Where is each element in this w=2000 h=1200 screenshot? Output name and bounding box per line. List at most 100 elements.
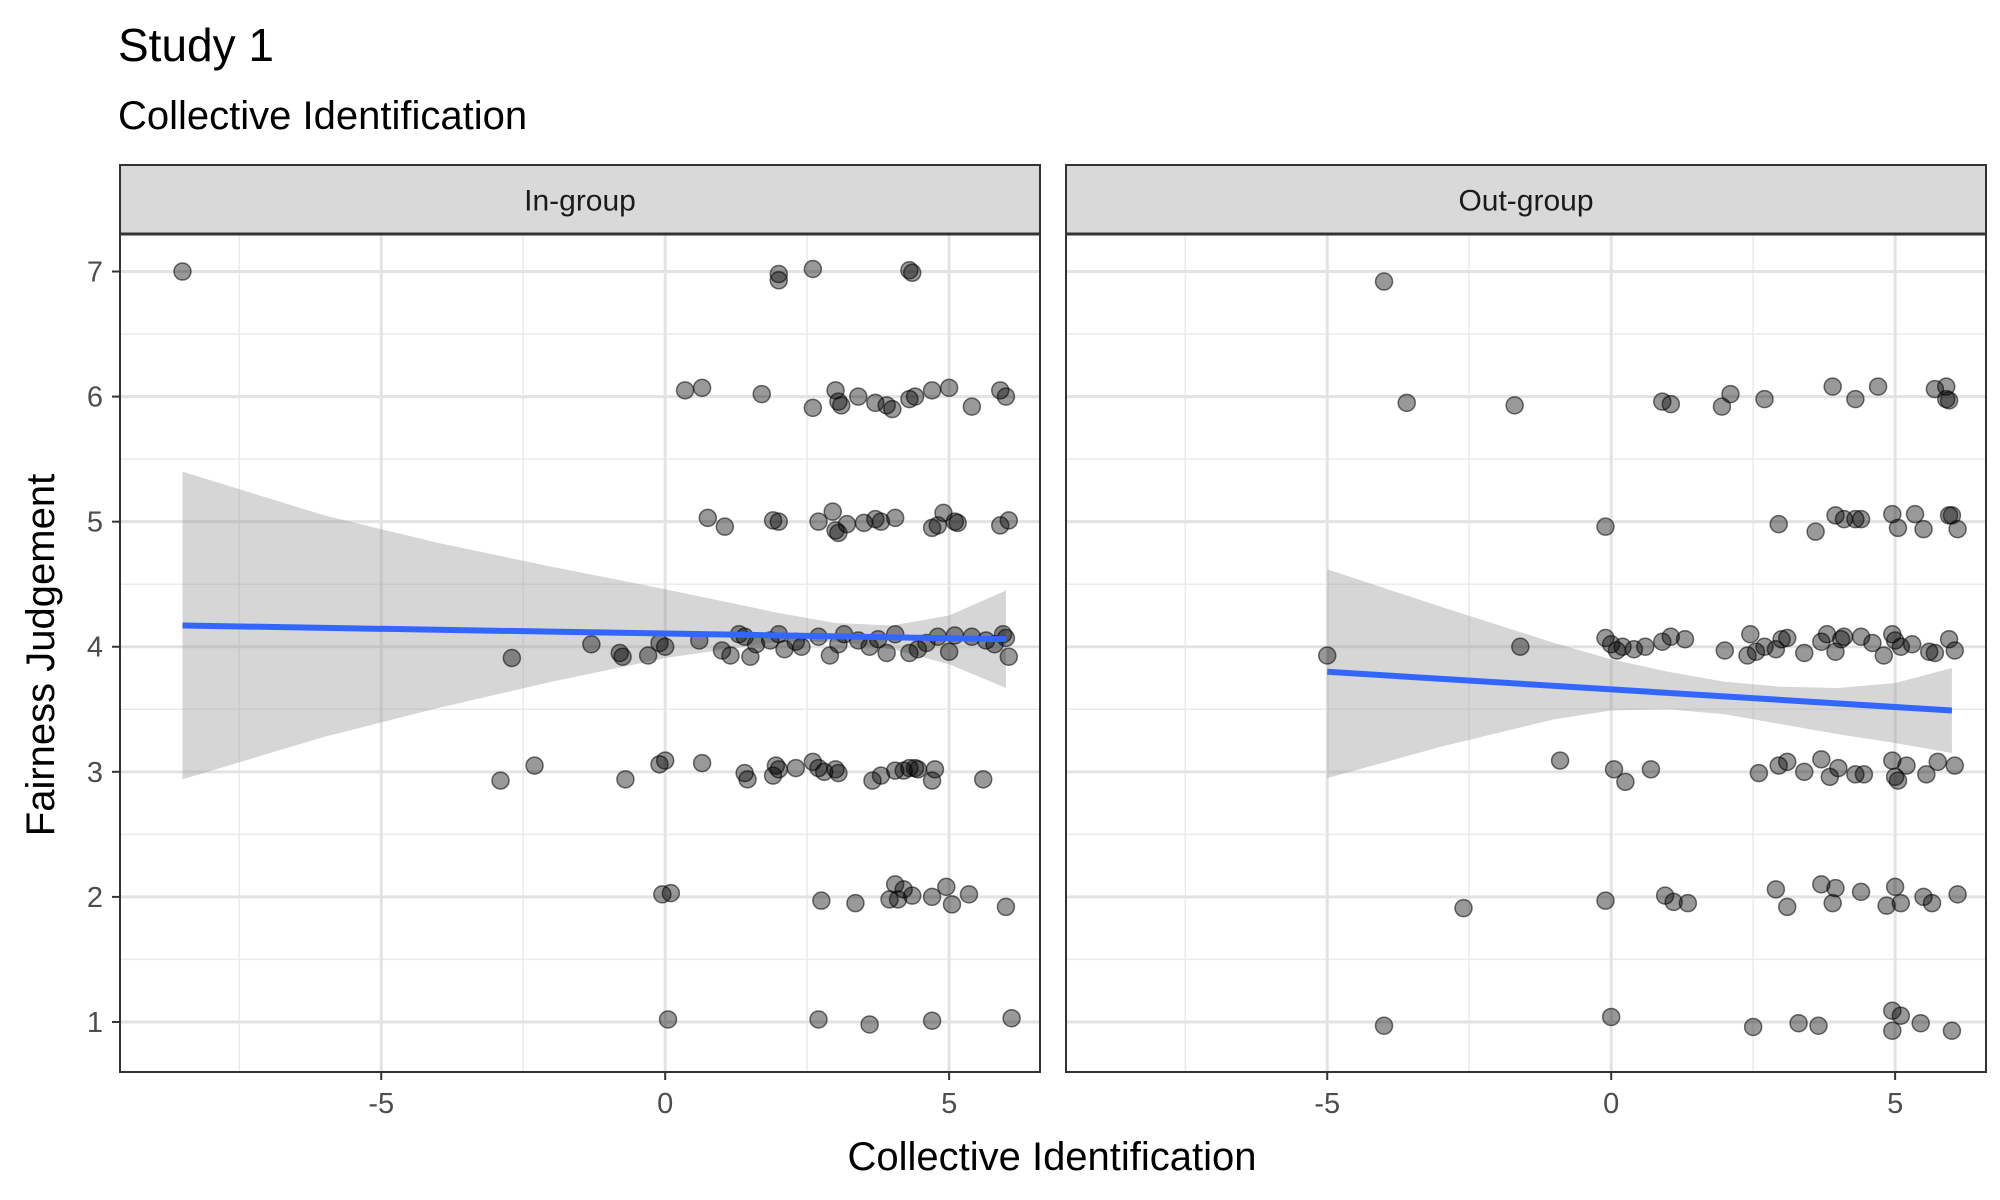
data-point bbox=[939, 642, 959, 661]
data-point bbox=[1397, 393, 1416, 413]
data-point bbox=[937, 877, 956, 897]
data-point bbox=[1942, 506, 1962, 525]
data-point bbox=[1922, 893, 1942, 913]
data-point bbox=[769, 760, 789, 779]
data-point bbox=[1777, 752, 1797, 772]
data-point bbox=[922, 887, 942, 907]
data-point bbox=[812, 891, 831, 910]
x-tick-label: 5 bbox=[941, 1088, 957, 1120]
data-point bbox=[829, 763, 848, 783]
data-point bbox=[1812, 875, 1831, 894]
data-point bbox=[1604, 760, 1624, 779]
data-point bbox=[860, 1015, 879, 1034]
data-point bbox=[1715, 641, 1735, 660]
y-axis: 1 2 3 4 5 6 7 bbox=[87, 257, 120, 1039]
data-point bbox=[1829, 758, 1848, 778]
data-point bbox=[1928, 752, 1947, 772]
data-point bbox=[1945, 641, 1965, 660]
data-point bbox=[922, 1011, 942, 1030]
data-point bbox=[1616, 772, 1635, 792]
data-point bbox=[1917, 765, 1936, 784]
data-point bbox=[1596, 891, 1615, 910]
data-point bbox=[1795, 762, 1814, 782]
x-tick-label: -5 bbox=[1314, 1088, 1340, 1120]
data-point bbox=[959, 885, 979, 904]
data-point bbox=[866, 393, 885, 413]
data-point bbox=[1851, 882, 1871, 902]
confidence-band bbox=[1327, 569, 1952, 779]
data-point bbox=[1601, 1007, 1621, 1027]
confidence-band-layer bbox=[1327, 569, 1952, 779]
data-point bbox=[1897, 756, 1916, 775]
data-point bbox=[871, 512, 891, 531]
data-point bbox=[908, 760, 928, 779]
data-point bbox=[1661, 627, 1681, 646]
data-point bbox=[658, 1010, 678, 1029]
data-point bbox=[1664, 892, 1683, 912]
data-point bbox=[1755, 389, 1774, 409]
data-point bbox=[616, 770, 635, 789]
facet-strip-label: Out-group bbox=[1458, 185, 1593, 218]
data-point bbox=[922, 381, 942, 400]
data-point bbox=[900, 261, 919, 280]
regression-line bbox=[182, 622, 1006, 643]
data-point bbox=[1596, 517, 1615, 536]
data-point bbox=[1749, 763, 1769, 783]
data-point bbox=[902, 263, 922, 283]
y-tick-label: 2 bbox=[87, 882, 103, 914]
data-point bbox=[1613, 637, 1632, 656]
data-point bbox=[888, 890, 908, 909]
data-point bbox=[1823, 377, 1842, 396]
data-point bbox=[655, 751, 675, 770]
confidence-band-layer bbox=[182, 471, 1006, 780]
data-point bbox=[1812, 750, 1831, 769]
y-tick-label: 6 bbox=[87, 382, 103, 414]
fit-line-layer bbox=[1327, 668, 1953, 714]
data-point bbox=[1755, 637, 1774, 656]
data-point bbox=[1888, 518, 1908, 538]
data-point bbox=[613, 647, 632, 667]
y-tick-label: 7 bbox=[87, 257, 103, 289]
facet-panel-in-group: In-group -5 0 5 bbox=[119, 164, 1041, 1120]
y-tick-label: 4 bbox=[87, 632, 103, 664]
data-point bbox=[1851, 627, 1871, 646]
data-point bbox=[1868, 377, 1888, 396]
data-point bbox=[883, 399, 902, 419]
data-point bbox=[786, 758, 806, 778]
data-point bbox=[525, 756, 544, 775]
data-point bbox=[1883, 1021, 1902, 1040]
data-point bbox=[1641, 760, 1661, 779]
data-point bbox=[1721, 384, 1740, 404]
y-tick-label: 3 bbox=[87, 757, 103, 789]
data-point bbox=[715, 517, 735, 536]
data-point bbox=[1914, 519, 1933, 539]
chart-title: Study 1 bbox=[118, 19, 274, 71]
y-tick-label: 1 bbox=[87, 1007, 103, 1039]
data-point bbox=[173, 262, 192, 281]
data-point bbox=[1854, 765, 1874, 784]
data-point bbox=[1939, 391, 1959, 410]
data-point bbox=[939, 378, 959, 398]
data-point bbox=[1675, 629, 1695, 649]
data-point bbox=[826, 521, 845, 540]
data-point bbox=[792, 637, 811, 656]
data-point bbox=[973, 770, 993, 789]
data-point bbox=[675, 381, 695, 400]
grid-lines bbox=[1066, 234, 1986, 1072]
chart-subtitle: Collective Identification bbox=[118, 94, 527, 138]
scatter-points bbox=[1317, 272, 1967, 1040]
data-point bbox=[1789, 1013, 1808, 1033]
data-point bbox=[1374, 1016, 1394, 1035]
data-point bbox=[809, 1010, 828, 1029]
data-point bbox=[948, 513, 967, 533]
data-point bbox=[1766, 639, 1786, 659]
data-point bbox=[721, 646, 740, 665]
x-axis-ticks: -5 0 5 bbox=[1314, 1072, 1903, 1120]
data-point bbox=[1806, 522, 1825, 541]
data-point bbox=[999, 647, 1019, 667]
data-point bbox=[1795, 643, 1814, 663]
data-point bbox=[491, 771, 510, 790]
data-point bbox=[1846, 389, 1865, 409]
x-tick-label: -5 bbox=[368, 1088, 394, 1120]
